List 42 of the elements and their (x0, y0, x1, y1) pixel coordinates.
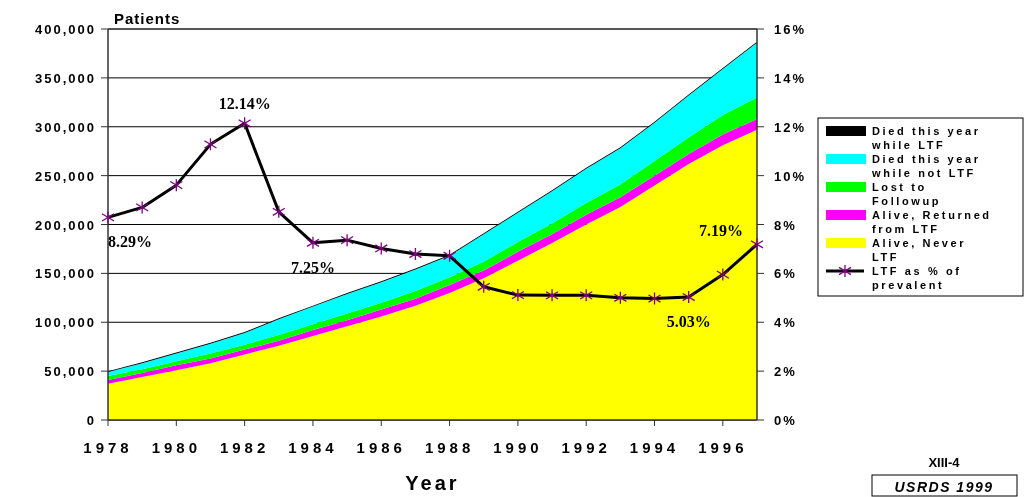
y2-tick-label: 10% (774, 168, 807, 184)
y-tick-label: 150,000 (35, 266, 96, 282)
x-tick-label: 1990 (493, 439, 543, 456)
y2-tick-label: 14% (774, 70, 807, 86)
y2-tick-label: 12% (774, 119, 807, 135)
legend-label: Alive, Never LTF (872, 237, 967, 263)
data-label: 5.03% (666, 313, 711, 331)
data-label: 7.25% (290, 258, 335, 276)
y-tick-label: 100,000 (35, 315, 96, 331)
y2-tick-label: 6% (774, 266, 797, 282)
legend-label: Alive, Returned from LTF (872, 209, 992, 235)
legend-label: LTF as % of prevalent (872, 265, 962, 291)
y-tick-label: 350,000 (35, 70, 96, 86)
x-tick-label: 1994 (629, 439, 680, 456)
legend-label: Died this year while not LTF (871, 153, 981, 179)
data-label: 7.19% (699, 222, 743, 240)
x-tick-label: 1992 (561, 439, 611, 456)
x-tick-label: 1980 (151, 439, 201, 456)
x-tick-label: 1984 (288, 439, 338, 456)
y2-tick-label: 8% (774, 217, 797, 233)
x-tick-label: 1996 (698, 439, 748, 456)
y2-tick-label: 0% (774, 413, 797, 428)
x-tick-label: 1986 (356, 439, 406, 456)
legend-label: Lost to Followup (872, 181, 942, 207)
y-tick-label: 200,000 (35, 217, 96, 233)
y-tick-label: 300,000 (35, 119, 96, 135)
data-label: 12.14% (218, 95, 271, 113)
y-tick-label: 0 (86, 413, 96, 428)
text: USRDS 1999 (894, 479, 994, 495)
y2-tick-label: 16% (774, 22, 807, 37)
y-tick-label: 50,000 (44, 364, 96, 380)
legend-label: Died this year while LTF (871, 125, 981, 151)
x-tick-label: 1978 (83, 439, 133, 456)
x-tick-label: 1988 (424, 439, 475, 456)
y2-tick-label: 2% (774, 364, 797, 380)
text: XIII-4 (928, 455, 961, 470)
y-tick-label: 400,000 (35, 22, 96, 37)
y-axis-title: Patients (114, 10, 181, 27)
y2-tick-label: 4% (774, 315, 797, 331)
x-axis-title: Year (405, 472, 460, 494)
x-tick-label: 1982 (219, 439, 270, 456)
y-tick-label: 250,000 (35, 168, 96, 184)
